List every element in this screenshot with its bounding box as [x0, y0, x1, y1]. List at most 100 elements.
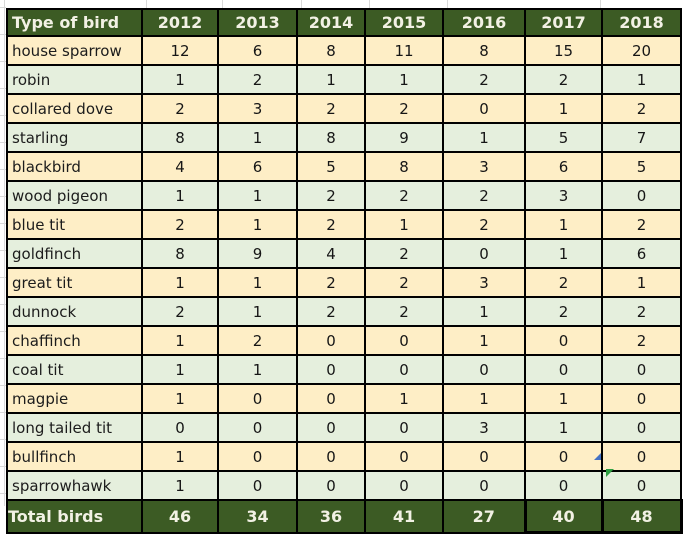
bird-name-cell[interactable]: chaffinch — [6, 325, 143, 356]
count-cell[interactable]: 0 — [442, 238, 526, 269]
bird-name-cell[interactable]: blue tit — [6, 209, 143, 240]
count-cell[interactable]: 6 — [217, 151, 298, 182]
bird-name-cell[interactable]: dunnock — [6, 296, 143, 327]
total-count-cell[interactable]: 48 — [600, 499, 683, 534]
count-cell[interactable]: 0 — [524, 354, 603, 385]
bird-name-cell[interactable]: robin — [6, 64, 143, 95]
year-header-cell[interactable]: 2015 — [364, 8, 444, 37]
count-cell[interactable]: 1 — [141, 383, 219, 414]
count-cell[interactable]: 3 — [442, 267, 526, 298]
bird-name-cell[interactable]: long tailed tit — [6, 412, 143, 443]
count-cell[interactable]: 2 — [442, 209, 526, 240]
count-cell[interactable]: 2 — [524, 296, 603, 327]
count-cell[interactable]: 2 — [141, 93, 219, 124]
count-cell[interactable]: 4 — [141, 151, 219, 182]
count-cell[interactable]: 2 — [601, 93, 682, 124]
count-cell[interactable]: 0 — [442, 93, 526, 124]
count-cell[interactable]: 2 — [524, 267, 603, 298]
count-cell[interactable]: 9 — [217, 238, 298, 269]
count-cell[interactable]: 1 — [442, 296, 526, 327]
count-cell[interactable]: 2 — [217, 325, 298, 356]
total-count-cell[interactable]: 34 — [217, 499, 298, 534]
count-cell[interactable]: 2 — [141, 209, 219, 240]
bird-name-cell[interactable]: collared dove — [6, 93, 143, 124]
count-cell[interactable]: 8 — [296, 122, 366, 153]
count-cell[interactable]: 3 — [217, 93, 298, 124]
year-header-cell[interactable]: 2017 — [524, 8, 603, 37]
count-cell[interactable]: 0 — [442, 354, 526, 385]
year-header-cell[interactable]: 2016 — [442, 8, 526, 37]
count-cell[interactable]: 2 — [601, 209, 682, 240]
count-cell[interactable]: 0 — [217, 470, 298, 501]
count-cell[interactable]: 6 — [217, 35, 298, 66]
count-cell[interactable]: 2 — [296, 93, 366, 124]
count-cell[interactable]: 2 — [364, 180, 444, 211]
count-cell[interactable]: 0 — [217, 383, 298, 414]
count-cell[interactable]: 1 — [217, 180, 298, 211]
count-cell[interactable]: 1 — [601, 64, 682, 95]
bird-name-cell[interactable]: starling — [6, 122, 143, 153]
count-cell[interactable]: 0 — [217, 441, 298, 472]
count-cell[interactable]: 2 — [364, 267, 444, 298]
count-cell[interactable]: 5 — [524, 122, 603, 153]
count-cell[interactable]: 0 — [364, 412, 444, 443]
count-cell[interactable]: 0 — [296, 470, 366, 501]
count-cell[interactable]: 0 — [364, 441, 444, 472]
bird-name-cell[interactable]: bullfinch — [6, 441, 143, 472]
count-cell[interactable]: 1 — [141, 354, 219, 385]
count-cell[interactable]: 20 — [601, 35, 682, 66]
count-cell[interactable]: 3 — [524, 180, 603, 211]
count-cell[interactable]: 2 — [524, 64, 603, 95]
count-cell[interactable]: 0 — [601, 412, 682, 443]
bird-name-cell[interactable]: great tit — [6, 267, 143, 298]
count-cell[interactable]: 1 — [601, 267, 682, 298]
count-cell[interactable]: 0 — [296, 383, 366, 414]
count-cell[interactable]: 6 — [601, 238, 682, 269]
count-cell[interactable]: 0 — [364, 354, 444, 385]
count-cell[interactable]: 8 — [141, 122, 219, 153]
count-cell[interactable]: 1 — [442, 383, 526, 414]
count-cell[interactable]: 0 — [601, 354, 682, 385]
count-cell[interactable]: 0 — [442, 470, 526, 501]
total-label-cell[interactable]: Total birds — [6, 499, 143, 534]
year-header-cell[interactable]: 2018 — [601, 8, 682, 37]
count-cell[interactable]: 1 — [364, 209, 444, 240]
count-cell[interactable]: 1 — [141, 470, 219, 501]
count-cell[interactable]: 2 — [364, 93, 444, 124]
count-cell[interactable]: 1 — [217, 209, 298, 240]
count-cell[interactable]: 1 — [524, 238, 603, 269]
count-cell[interactable]: 1 — [141, 180, 219, 211]
count-cell[interactable]: 1 — [141, 64, 219, 95]
count-cell[interactable]: 1 — [364, 64, 444, 95]
total-count-cell[interactable]: 41 — [364, 499, 444, 534]
count-cell[interactable]: 6 — [524, 151, 603, 182]
count-cell[interactable]: 8 — [364, 151, 444, 182]
count-cell[interactable]: 1 — [141, 267, 219, 298]
bird-name-cell[interactable]: magpie — [6, 383, 143, 414]
count-cell[interactable]: 1 — [442, 325, 526, 356]
count-cell[interactable]: 0 — [364, 325, 444, 356]
count-cell[interactable]: 2 — [601, 325, 682, 356]
count-cell[interactable]: 9 — [364, 122, 444, 153]
count-cell[interactable]: 15 — [524, 35, 603, 66]
count-cell[interactable]: 0 — [524, 325, 603, 356]
bird-name-cell[interactable]: house sparrow — [6, 35, 143, 66]
count-cell[interactable]: 1 — [442, 122, 526, 153]
bird-name-cell[interactable]: coal tit — [6, 354, 143, 385]
count-cell[interactable]: 0 — [296, 412, 366, 443]
count-cell[interactable]: 11 — [364, 35, 444, 66]
count-cell[interactable]: 1 — [296, 64, 366, 95]
count-cell[interactable]: 8 — [296, 35, 366, 66]
count-cell[interactable]: 4 — [296, 238, 366, 269]
year-header-cell[interactable]: 2014 — [296, 8, 366, 37]
count-cell[interactable]: 1 — [141, 441, 219, 472]
count-cell[interactable]: 0 — [364, 470, 444, 501]
count-cell[interactable]: 2 — [364, 296, 444, 327]
count-cell[interactable]: 8 — [141, 238, 219, 269]
count-cell[interactable]: 0 — [601, 470, 682, 501]
count-cell[interactable]: 12 — [141, 35, 219, 66]
count-cell[interactable]: 2 — [442, 180, 526, 211]
count-cell[interactable]: 0 — [141, 412, 219, 443]
bird-name-cell[interactable]: blackbird — [6, 151, 143, 182]
total-count-cell[interactable]: 36 — [296, 499, 366, 534]
